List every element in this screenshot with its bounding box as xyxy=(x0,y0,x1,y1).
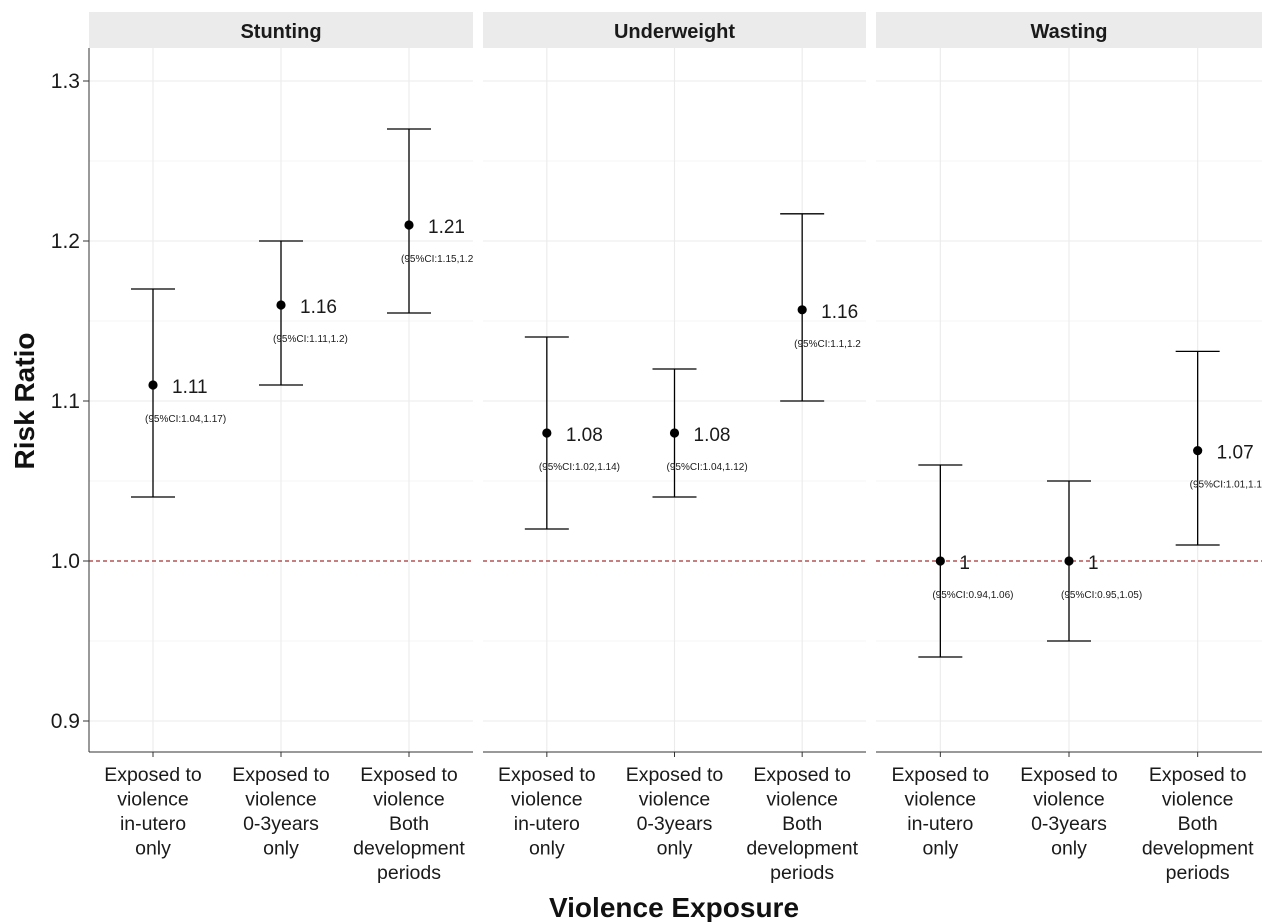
facet-strip xyxy=(876,12,1262,48)
value-label: 1.16 xyxy=(300,297,337,318)
estimate-point xyxy=(148,380,158,390)
ci-label: (95%CI:1.15,1.2 xyxy=(401,254,474,265)
x-tick-label: Exposed to violence in-utero only xyxy=(498,764,596,860)
value-label: 1.08 xyxy=(694,425,731,446)
x-tick-label: Exposed to violence Both development periods xyxy=(353,764,465,884)
x-tick-label-line: development xyxy=(1142,838,1254,860)
x-tick-label-line: in-utero xyxy=(120,813,186,835)
x-tick-label: Exposed to violence in-utero only xyxy=(892,764,990,860)
x-tick-label-line: violence xyxy=(639,789,711,811)
labels-layer: 0.9 1.0 1.1 1.2 1.3 Stunting 1.11 (95%CI:1.04,1… xyxy=(51,21,1262,884)
x-tick-label-line: Both xyxy=(1178,813,1218,835)
ci-label: (95%CI:1.04,1.17) xyxy=(145,414,226,425)
estimate-point xyxy=(542,428,552,438)
value-label: 1 xyxy=(959,553,970,574)
x-tick-label-line: violence xyxy=(1162,789,1234,811)
value-label: 1.21 xyxy=(428,217,465,238)
estimate-point xyxy=(404,220,414,230)
x-tick-label-line: only xyxy=(1051,838,1087,860)
marks-layer xyxy=(131,128,1220,658)
facet-title: Wasting xyxy=(1030,21,1107,43)
x-tick-label: Exposed to violence 0-3years only xyxy=(1020,764,1118,860)
facet-strip xyxy=(89,12,473,48)
x-tick-label-line: 0-3years xyxy=(637,813,713,835)
x-tick-label-line: in-utero xyxy=(514,813,580,835)
ci-label: (95%CI:1.1,1.2 xyxy=(794,339,861,350)
ci-label: (95%CI:0.94,1.06) xyxy=(932,590,1013,601)
x-tick-label-line: periods xyxy=(377,862,441,884)
x-tick-label-line: 0-3years xyxy=(1031,813,1107,835)
x-tick-label-line: Exposed to xyxy=(892,764,990,786)
facet-strip xyxy=(483,12,866,48)
facet-title: Underweight xyxy=(614,21,735,43)
value-label: 1.11 xyxy=(172,377,208,398)
estimate-point xyxy=(276,300,286,310)
y-tick-label: 1.1 xyxy=(51,390,80,413)
x-tick-label-line: 0-3years xyxy=(243,813,319,835)
x-tick-label: Exposed to violence in-utero only xyxy=(104,764,202,860)
x-tick-label-line: Both xyxy=(389,813,429,835)
x-tick-label-line: only xyxy=(657,838,693,860)
estimate-point xyxy=(669,428,680,438)
x-tick-label-line: periods xyxy=(1166,862,1230,884)
x-tick-label: Exposed to violence Both development periods xyxy=(746,764,858,884)
value-label: 1.08 xyxy=(566,425,603,446)
x-tick-label-line: development xyxy=(353,838,465,860)
x-tick-label-line: violence xyxy=(373,789,445,811)
value-label: 1.16 xyxy=(821,302,858,323)
y-tick-label: 1.0 xyxy=(51,550,80,573)
x-tick-label-line: Exposed to xyxy=(232,764,330,786)
x-tick-label-line: Exposed to xyxy=(626,764,724,786)
y-tick-label: 1.2 xyxy=(51,230,80,253)
x-tick-label-line: Exposed to xyxy=(104,764,202,786)
x-tick-label-line: only xyxy=(135,838,171,860)
x-tick-label-line: Exposed to xyxy=(360,764,458,786)
estimate-point xyxy=(1064,556,1074,566)
ci-label: (95%CI:1.04,1.12) xyxy=(667,462,748,473)
x-tick-label-line: only xyxy=(263,838,299,860)
x-tick-label-line: violence xyxy=(766,789,838,811)
value-label: 1 xyxy=(1088,553,1099,574)
y-tick-label: 0.9 xyxy=(51,710,80,733)
x-tick-label-line: only xyxy=(922,838,958,860)
x-tick-label-line: Exposed to xyxy=(1020,764,1118,786)
y-axis-title: Risk Ratio xyxy=(9,333,40,470)
ci-label: (95%CI:1.02,1.14) xyxy=(539,462,620,473)
ci-label: (95%CI:0.95,1.05) xyxy=(1061,590,1142,601)
x-tick-label-line: violence xyxy=(511,789,583,811)
x-tick-label: Exposed to violence Both development periods xyxy=(1142,764,1254,884)
x-tick-label-line: Exposed to xyxy=(753,764,851,786)
x-tick-label-line: Exposed to xyxy=(1149,764,1247,786)
x-tick-label-line: violence xyxy=(1033,789,1105,811)
ci-label: (95%CI:1.11,1.2) xyxy=(273,334,348,345)
x-tick-label-line: Exposed to xyxy=(498,764,596,786)
x-tick-label-line: violence xyxy=(245,789,317,811)
x-tick-label-line: violence xyxy=(905,789,977,811)
x-tick-label: Exposed to violence 0-3years only xyxy=(232,764,330,860)
estimate-point xyxy=(797,305,807,315)
estimate-point xyxy=(935,556,945,566)
x-tick-label-line: in-utero xyxy=(907,813,973,835)
x-tick-label: Exposed to violence 0-3years only xyxy=(626,764,724,860)
x-tick-label-line: development xyxy=(746,838,858,860)
x-axis-title: Violence Exposure xyxy=(549,892,799,922)
x-tick-label-line: only xyxy=(529,838,565,860)
x-tick-label-line: Both xyxy=(782,813,822,835)
y-tick-label: 1.3 xyxy=(51,70,80,93)
value-label: 1.07 xyxy=(1217,443,1254,464)
estimate-point xyxy=(1193,446,1203,456)
x-tick-label-line: violence xyxy=(117,789,189,811)
facet-title: Stunting xyxy=(240,21,321,43)
axes-layer xyxy=(83,48,1262,757)
ci-label: (95%CI:1.01,1.1 xyxy=(1190,480,1262,491)
x-tick-label-line: periods xyxy=(770,862,834,884)
